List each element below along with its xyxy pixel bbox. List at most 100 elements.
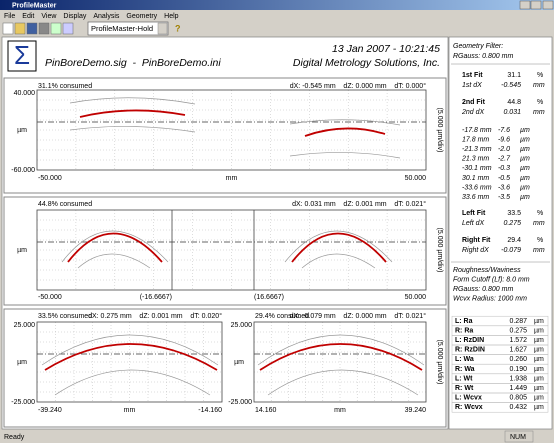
combo-box[interactable] (87, 21, 169, 36)
menu-item[interactable]: Edit (22, 13, 34, 20)
param-value: 0.190 (509, 366, 527, 373)
menu-item[interactable]: View (41, 13, 57, 20)
fit-label: Right Fit (462, 237, 491, 244)
tool-copy[interactable] (62, 22, 74, 35)
x-label: 14.160 (255, 407, 277, 414)
dim-unit: µm (520, 175, 530, 182)
offsets: dX: -0.079 mm dZ: 0.000 mm dT: 0.021° (290, 312, 426, 320)
x-label: -39.240 (38, 407, 62, 414)
logo: Σ (7, 40, 37, 72)
plot-box (36, 321, 223, 403)
dim-position: 17.8 mm (462, 136, 489, 143)
param-cell (451, 402, 549, 413)
menu-item[interactable]: Display (63, 13, 86, 20)
roughness-line: Wcvx Radius: 1000 mm (453, 295, 527, 302)
dim-position: 21.3 mm (461, 156, 489, 163)
menu-bar: File Edit View Display Analysis Geometry Help (4, 13, 179, 20)
menu-item[interactable]: Analysis (93, 13, 120, 20)
dx-unit: mm (533, 220, 545, 227)
combo-arrow[interactable] (157, 22, 168, 35)
plot-frame (3, 196, 447, 306)
x-label: (-16.6667) (140, 294, 172, 301)
status-bar (0, 430, 554, 443)
param-unit: µm (534, 375, 544, 382)
y-label: -25.000 (228, 399, 252, 406)
maximize[interactable] (530, 0, 542, 10)
param-unit: µm (534, 347, 544, 354)
param-name: L: Ra (455, 318, 473, 325)
x-label: 39.240 (405, 407, 427, 414)
y-label: -60.000 (11, 167, 35, 174)
param-unit: µm (534, 404, 544, 411)
dim-value: -0.5 (498, 175, 510, 182)
offsets: dX: 0.275 mm dZ: 0.001 mm dT: 0.020° (88, 312, 222, 320)
dim-value: -3.5 (498, 194, 510, 201)
status-num: NUM (510, 434, 526, 441)
help-icon[interactable]: ? (175, 23, 181, 33)
datetime: 13 Jan 2007 - 10:21:45 (332, 43, 440, 55)
param-unit: µm (534, 385, 544, 392)
plot-frame (3, 77, 447, 194)
fit-unit: % (537, 237, 543, 244)
dx-label: 2nd dX (461, 109, 485, 116)
x-label: -50.000 (38, 294, 62, 301)
fit-label: 1st Fit (462, 72, 483, 79)
file-names: PinBoreDemo.sig - PinBoreDemo.ini (45, 57, 221, 69)
filter-value: RGauss: 0.800 mm (453, 53, 513, 60)
filter-title: Geometry Filter: (453, 43, 503, 50)
consumed: 44.8% consumed (38, 201, 92, 208)
menu-item[interactable]: File (4, 13, 15, 20)
dim-value: -0.3 (498, 165, 510, 172)
tool-print[interactable] (38, 22, 50, 35)
minimize[interactable] (519, 0, 531, 10)
param-unit: µm (534, 337, 544, 344)
fit-unit: % (537, 210, 543, 217)
dim-value: -2.7 (498, 156, 511, 163)
plot-box (36, 209, 427, 291)
scale: (5.000 µm/div) (436, 228, 443, 273)
dim-unit: µm (520, 156, 530, 163)
close[interactable] (542, 0, 554, 10)
param-unit: µm (534, 327, 544, 334)
plot-box (253, 321, 427, 403)
y-label: 25.000 (14, 322, 36, 329)
menu-item[interactable]: Geometry (126, 13, 157, 20)
dim-value: -9.6 (498, 136, 510, 143)
y-label: 25.000 (231, 322, 253, 329)
dx-unit: mm (533, 82, 545, 89)
offsets: dX: -0.545 mm dZ: 0.000 mm dT: 0.000° (290, 82, 426, 90)
fit-label: 2nd Fit (462, 99, 486, 106)
dim-value: -7.6 (498, 127, 510, 134)
x-label: 50.000 (405, 294, 427, 301)
tool-new[interactable] (2, 22, 14, 35)
consumed: 33.5% consumed (38, 313, 92, 320)
dx-value: 0.031 (503, 109, 521, 116)
window-buttons[interactable] (519, 0, 554, 10)
menu-item[interactable]: Help (164, 13, 179, 20)
tool-open[interactable] (14, 22, 26, 35)
roughness-line: Form Cutoff (Lf): 8.0 mm (453, 276, 530, 283)
fit-value: 31.1 (507, 72, 521, 79)
x-label: -14.160 (198, 407, 222, 414)
param-name: R: RzDIN (455, 347, 485, 354)
roughness-line: Roughness/Waviness (453, 267, 521, 274)
fit-unit: % (537, 99, 543, 106)
svg-text:Σ: Σ (14, 40, 30, 70)
x-unit: mm (124, 407, 136, 414)
consumed: 31.1% consumed (38, 83, 92, 90)
company: Digital Metrology Solutions, Inc. (293, 57, 440, 69)
dim-unit: µm (520, 165, 530, 172)
param-value: 1.449 (509, 385, 527, 392)
title-bar (0, 0, 554, 10)
param-value: 0.287 (509, 318, 527, 325)
tool-save[interactable] (26, 22, 38, 35)
plot-frame (3, 308, 447, 428)
x-label: 50.000 (405, 175, 427, 182)
x-label: (16.6667) (254, 294, 284, 301)
tool-preview[interactable] (50, 22, 62, 35)
dx-unit: mm (533, 247, 545, 254)
y-unit: µm (234, 359, 244, 366)
param-unit: µm (534, 318, 544, 325)
param-value: 1.572 (509, 337, 527, 344)
